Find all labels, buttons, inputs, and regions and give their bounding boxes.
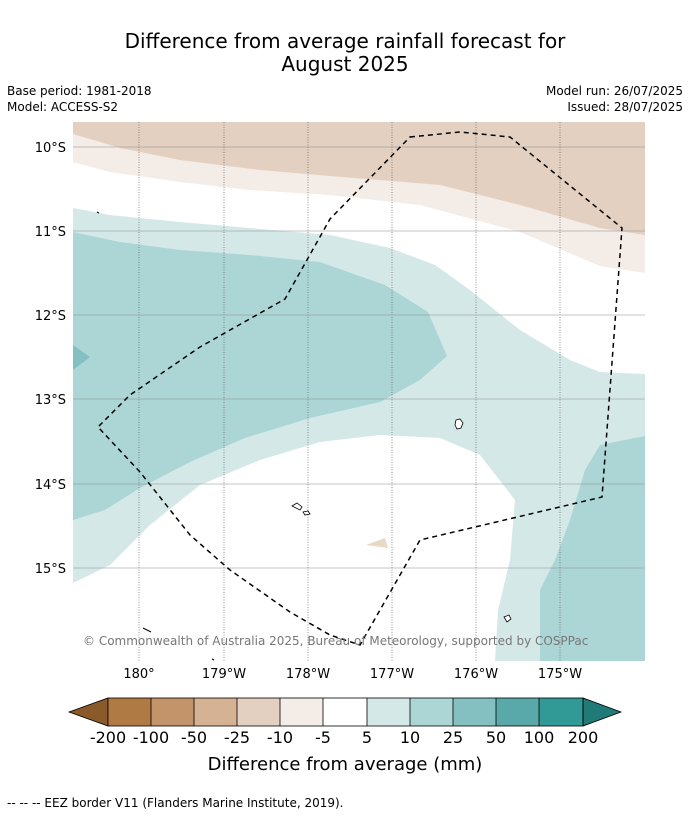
cb-tick-3: -50 — [181, 728, 207, 747]
wet-region-10-25-right — [540, 436, 645, 661]
colorbar-label: Difference from average (mm) — [208, 754, 483, 775]
cb-tick-9: 25 — [443, 728, 463, 747]
colorbar-bin-5 — [280, 698, 323, 726]
title-line-1: Difference from average rainfall forecas… — [124, 29, 566, 53]
lat-label-11s: 11°S — [35, 225, 66, 240]
cb-tick-12: 200 — [568, 728, 599, 747]
wet-region-25-50-patch — [73, 345, 90, 370]
cb-tick-10: 50 — [486, 728, 506, 747]
colorbar-dividers — [150, 698, 540, 726]
colorbar-frame — [107, 697, 584, 727]
colorbar-bin-8 — [410, 698, 453, 726]
island-6 — [96, 211, 100, 214]
colorbar-bin-10 — [496, 698, 539, 726]
cb-tick-4: -25 — [224, 728, 250, 747]
eez-border — [96, 131, 623, 646]
model-name: Model: ACCESS-S2 — [7, 100, 119, 114]
island-4 — [503, 614, 512, 623]
map-area: © Commonwealth of Australia 2025, Bureau… — [73, 122, 645, 661]
dry-patch-small — [366, 538, 388, 548]
colorbar-bin-9 — [453, 698, 496, 726]
lat-label-10s: 10°S — [35, 141, 66, 156]
lon-label-179w: 179°W — [202, 667, 246, 682]
colorbar-bin-4 — [237, 698, 280, 726]
lat-label-15s: 15°S — [35, 562, 66, 577]
colorbar-bin-2 — [151, 698, 194, 726]
longitude-labels: 180° 179°W 178°W 177°W 176°W 175°W — [123, 667, 582, 682]
colorbar-bin-1 — [108, 698, 151, 726]
dry-band-inner — [73, 122, 645, 235]
colorbar-bin-6 — [323, 698, 367, 726]
lon-label-177w: 177°W — [370, 667, 414, 682]
island-2 — [291, 502, 303, 511]
cb-tick-11: 100 — [524, 728, 555, 747]
base-period: Base period: 1981-2018 — [7, 84, 152, 98]
colorbar-extend-low — [67, 697, 109, 727]
cb-tick-5: -10 — [267, 728, 293, 747]
cb-tick-2: -100 — [133, 728, 169, 747]
meta-left: Base period: 1981-2018 Model: ACCESS-S2 — [7, 83, 152, 115]
lat-lines — [73, 146, 645, 569]
lon-label-175w: 175°W — [538, 667, 582, 682]
island-3 — [302, 510, 311, 516]
lat-label-13s: 13°S — [35, 393, 66, 408]
lon-label-180: 180° — [123, 667, 154, 682]
cb-tick-7: 5 — [362, 728, 372, 747]
colorbar-bin-11 — [539, 698, 583, 726]
title-line-2: August 2025 — [281, 52, 409, 76]
model-run: Model run: 26/07/2025 — [545, 84, 683, 98]
cb-tick-8: 10 — [400, 728, 420, 747]
lon-label-176w: 176°W — [454, 667, 498, 682]
colorbar-bin-7 — [367, 698, 410, 726]
colorbar: -200 -100 -50 -25 -10 -5 5 10 25 50 100 … — [67, 697, 623, 775]
footer-note: -- -- -- EEZ border V11 (Flanders Marine… — [7, 796, 344, 810]
wet-region-10-25-left — [73, 232, 447, 520]
cb-tick-6: -5 — [315, 728, 331, 747]
island-7 — [211, 658, 215, 661]
latitude-labels: 10°S 11°S 12°S 13°S 14°S 15°S — [35, 141, 66, 577]
chart-title: Difference from average rainfall forecas… — [0, 30, 690, 76]
issued-date: Issued: 28/07/2025 — [567, 100, 683, 114]
meta-right: Model run: 26/07/2025 Issued: 28/07/2025 — [546, 83, 683, 115]
lat-label-12s: 12°S — [35, 309, 66, 324]
island-5 — [142, 627, 152, 633]
colorbar-extend-high — [582, 697, 623, 727]
colorbar-bin-3 — [194, 698, 237, 726]
lon-label-178w: 178°W — [286, 667, 330, 682]
copyright-text: © Commonwealth of Australia 2025, Bureau… — [83, 634, 588, 648]
lat-label-14s: 14°S — [35, 478, 66, 493]
cb-tick-1: -200 — [90, 728, 126, 747]
island-1 — [454, 418, 464, 430]
